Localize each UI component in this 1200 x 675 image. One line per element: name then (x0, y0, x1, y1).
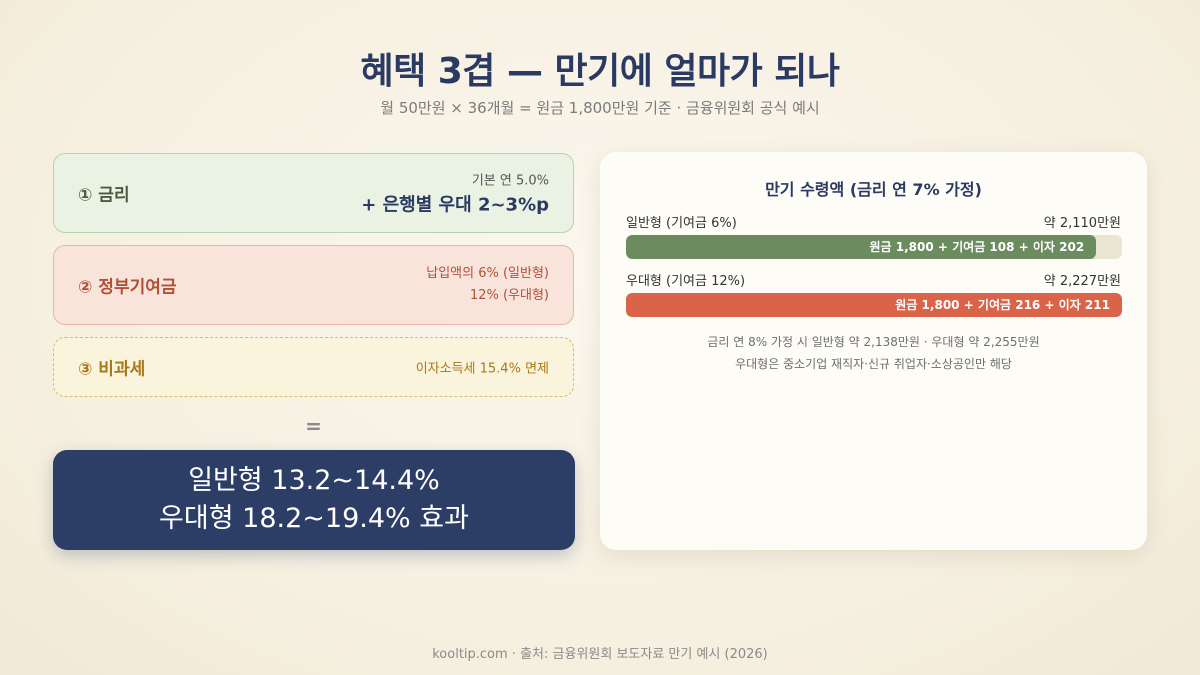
interest-bonus-rate: + 은행별 우대 2~3%p (361, 194, 549, 216)
benefit-detail-tax: 이자소득세 15.4% 면제 (415, 361, 549, 377)
contribution-general: 납입액의 6% (일반형) (426, 266, 549, 281)
result-box: 일반형 13.2~14.4% 우대형 18.2~19.4% 효과 (53, 450, 575, 550)
row-amount-preferred: 약 2,227만원 (1043, 274, 1121, 289)
equals-sign: = (305, 414, 322, 438)
row-amount-general: 약 2,110만원 (1043, 216, 1121, 231)
benefit-card-tax: ③ 비과세 이자소득세 15.4% 면제 (53, 337, 574, 397)
page-title: 혜택 3겹 — 만기에 얼마가 되나 (360, 51, 840, 92)
row-head-preferred: 우대형 (기여금 12%) 약 2,227만원 (626, 270, 1121, 289)
row-head-general: 일반형 (기여금 6%) 약 2,110만원 (626, 212, 1121, 231)
page-subtitle: 월 50만원 × 36개월 = 원금 1,800만원 기준 · 금융위원회 공식… (380, 99, 820, 117)
panel-title: 만기 수령액 (금리 연 7% 가정) (765, 180, 982, 199)
interest-base-rate: 기본 연 5.0% (471, 173, 549, 189)
contribution-preferred: 12% (우대형) (469, 288, 549, 303)
bar-track-preferred: 원금 1,800 + 기여금 216 + 이자 211 (626, 293, 1122, 317)
benefit-label-interest: ① 금리 (78, 185, 130, 206)
panel-note-eligibility: 우대형은 중소기업 재직자·신규 취업자·소상공인만 해당 (735, 357, 1012, 371)
bar-track-general: 원금 1,800 + 기여금 108 + 이자 202 (626, 235, 1122, 259)
result-general: 일반형 13.2~14.4% (188, 465, 440, 496)
bar-fill-preferred: 원금 1,800 + 기여금 216 + 이자 211 (626, 293, 1122, 317)
benefit-label-tax: ③ 비과세 (78, 359, 146, 380)
maturity-panel: 만기 수령액 (금리 연 7% 가정) 일반형 (기여금 6%) 약 2,110… (600, 152, 1147, 550)
benefit-detail-contribution: 납입액의 6% (일반형) 12% (우대형) (426, 263, 549, 307)
benefit-card-interest: ① 금리 기본 연 5.0% + 은행별 우대 2~3%p (53, 153, 574, 233)
result-preferred: 우대형 18.2~19.4% 효과 (159, 503, 469, 534)
benefit-card-contribution: ② 정부기여금 납입액의 6% (일반형) 12% (우대형) (53, 245, 574, 325)
benefit-label-contribution: ② 정부기여금 (78, 277, 177, 298)
footer-source: kooltip.com · 출처: 금융위원회 보도자료 만기 예시 (2026… (432, 647, 768, 662)
bar-fill-general: 원금 1,800 + 기여금 108 + 이자 202 (626, 235, 1097, 259)
panel-note-rate: 금리 연 8% 가정 시 일반형 약 2,138만원 · 우대형 약 2,255… (707, 335, 1040, 349)
row-name-preferred: 우대형 (기여금 12%) (626, 274, 746, 289)
benefit-detail-interest: 기본 연 5.0% + 은행별 우대 2~3%p (361, 170, 549, 217)
row-name-general: 일반형 (기여금 6%) (626, 216, 737, 231)
